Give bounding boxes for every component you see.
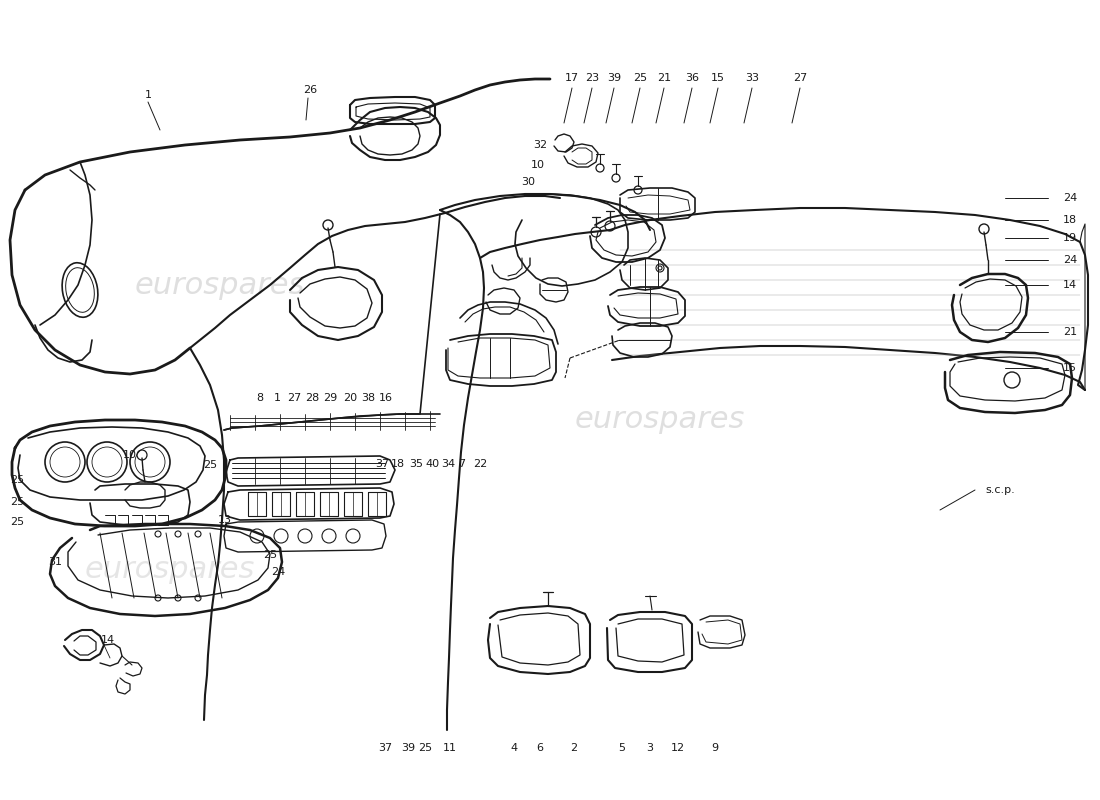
Text: 32: 32 <box>532 140 547 150</box>
Text: 4: 4 <box>510 743 518 753</box>
Text: 21: 21 <box>657 73 671 83</box>
Text: 17: 17 <box>565 73 579 83</box>
Text: 19: 19 <box>1063 233 1077 243</box>
Text: 25: 25 <box>202 460 217 470</box>
Text: 8: 8 <box>256 393 264 403</box>
Text: 40: 40 <box>425 459 439 469</box>
Text: 30: 30 <box>521 177 535 187</box>
Text: 1: 1 <box>274 393 280 403</box>
Text: 37: 37 <box>375 459 389 469</box>
Text: 24: 24 <box>1063 255 1077 265</box>
Text: 15: 15 <box>1063 363 1077 373</box>
Text: 26: 26 <box>302 85 317 95</box>
Text: 39: 39 <box>607 73 621 83</box>
Text: 20: 20 <box>343 393 358 403</box>
Text: 39: 39 <box>400 743 415 753</box>
Text: 36: 36 <box>685 73 698 83</box>
Text: 7: 7 <box>459 459 465 469</box>
Text: 11: 11 <box>443 743 456 753</box>
Text: 14: 14 <box>1063 280 1077 290</box>
Text: 18: 18 <box>390 459 405 469</box>
Text: 9: 9 <box>712 743 718 753</box>
Text: eurospares: eurospares <box>135 270 305 299</box>
Text: 25: 25 <box>632 73 647 83</box>
Text: 2: 2 <box>571 743 578 753</box>
Text: 1: 1 <box>144 90 152 100</box>
Text: 25: 25 <box>418 743 432 753</box>
Text: 25: 25 <box>10 497 24 507</box>
Text: 33: 33 <box>745 73 759 83</box>
Text: 25: 25 <box>10 475 24 485</box>
Text: 5: 5 <box>618 743 626 753</box>
Text: 34: 34 <box>441 459 455 469</box>
Text: 27: 27 <box>793 73 807 83</box>
Text: eurospares: eurospares <box>575 406 745 434</box>
Text: 22: 22 <box>473 459 487 469</box>
Text: 6: 6 <box>537 743 543 753</box>
Text: 23: 23 <box>585 73 600 83</box>
Text: 25: 25 <box>263 550 277 560</box>
Text: 15: 15 <box>711 73 725 83</box>
Text: 18: 18 <box>1063 215 1077 225</box>
Text: 37: 37 <box>378 743 392 753</box>
Text: 28: 28 <box>305 393 319 403</box>
Text: 21: 21 <box>1063 327 1077 337</box>
Text: 16: 16 <box>379 393 393 403</box>
Text: 27: 27 <box>287 393 301 403</box>
Text: 29: 29 <box>323 393 337 403</box>
Text: 31: 31 <box>48 557 62 567</box>
Text: 12: 12 <box>671 743 685 753</box>
Text: eurospares: eurospares <box>85 555 255 585</box>
Text: 10: 10 <box>531 160 544 170</box>
Text: 24: 24 <box>1063 193 1077 203</box>
Text: 3: 3 <box>647 743 653 753</box>
Text: 14: 14 <box>101 635 116 645</box>
Text: 24: 24 <box>271 567 285 577</box>
Text: 35: 35 <box>409 459 424 469</box>
Text: s.c.p.: s.c.p. <box>986 485 1015 495</box>
Text: 13: 13 <box>218 515 232 525</box>
Text: 38: 38 <box>361 393 375 403</box>
Text: 10: 10 <box>123 450 138 460</box>
Text: 25: 25 <box>10 517 24 527</box>
